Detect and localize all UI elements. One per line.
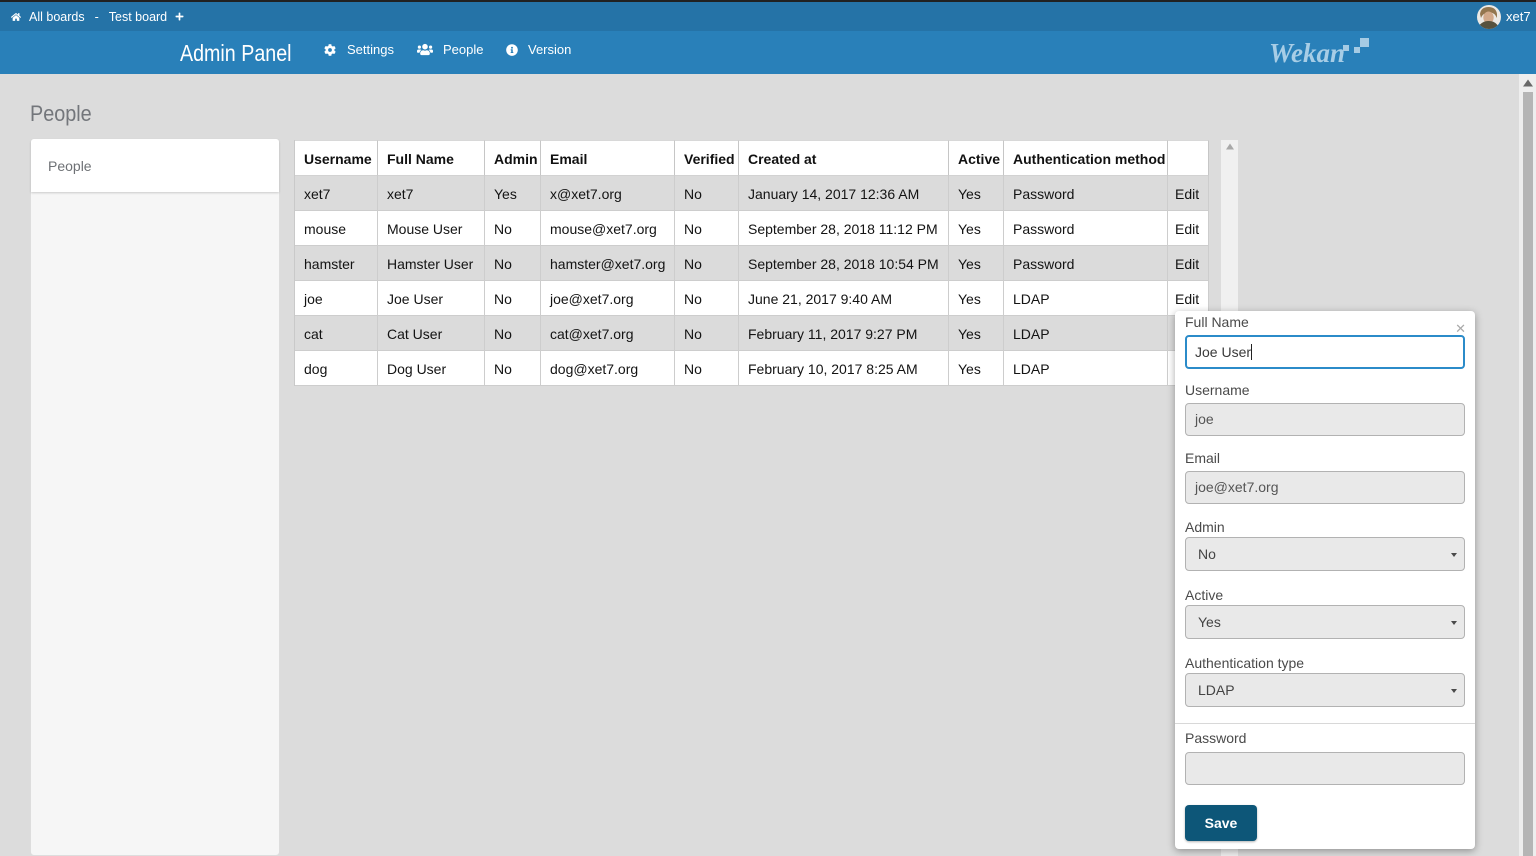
svg-text:Wekan: Wekan (1269, 38, 1345, 68)
